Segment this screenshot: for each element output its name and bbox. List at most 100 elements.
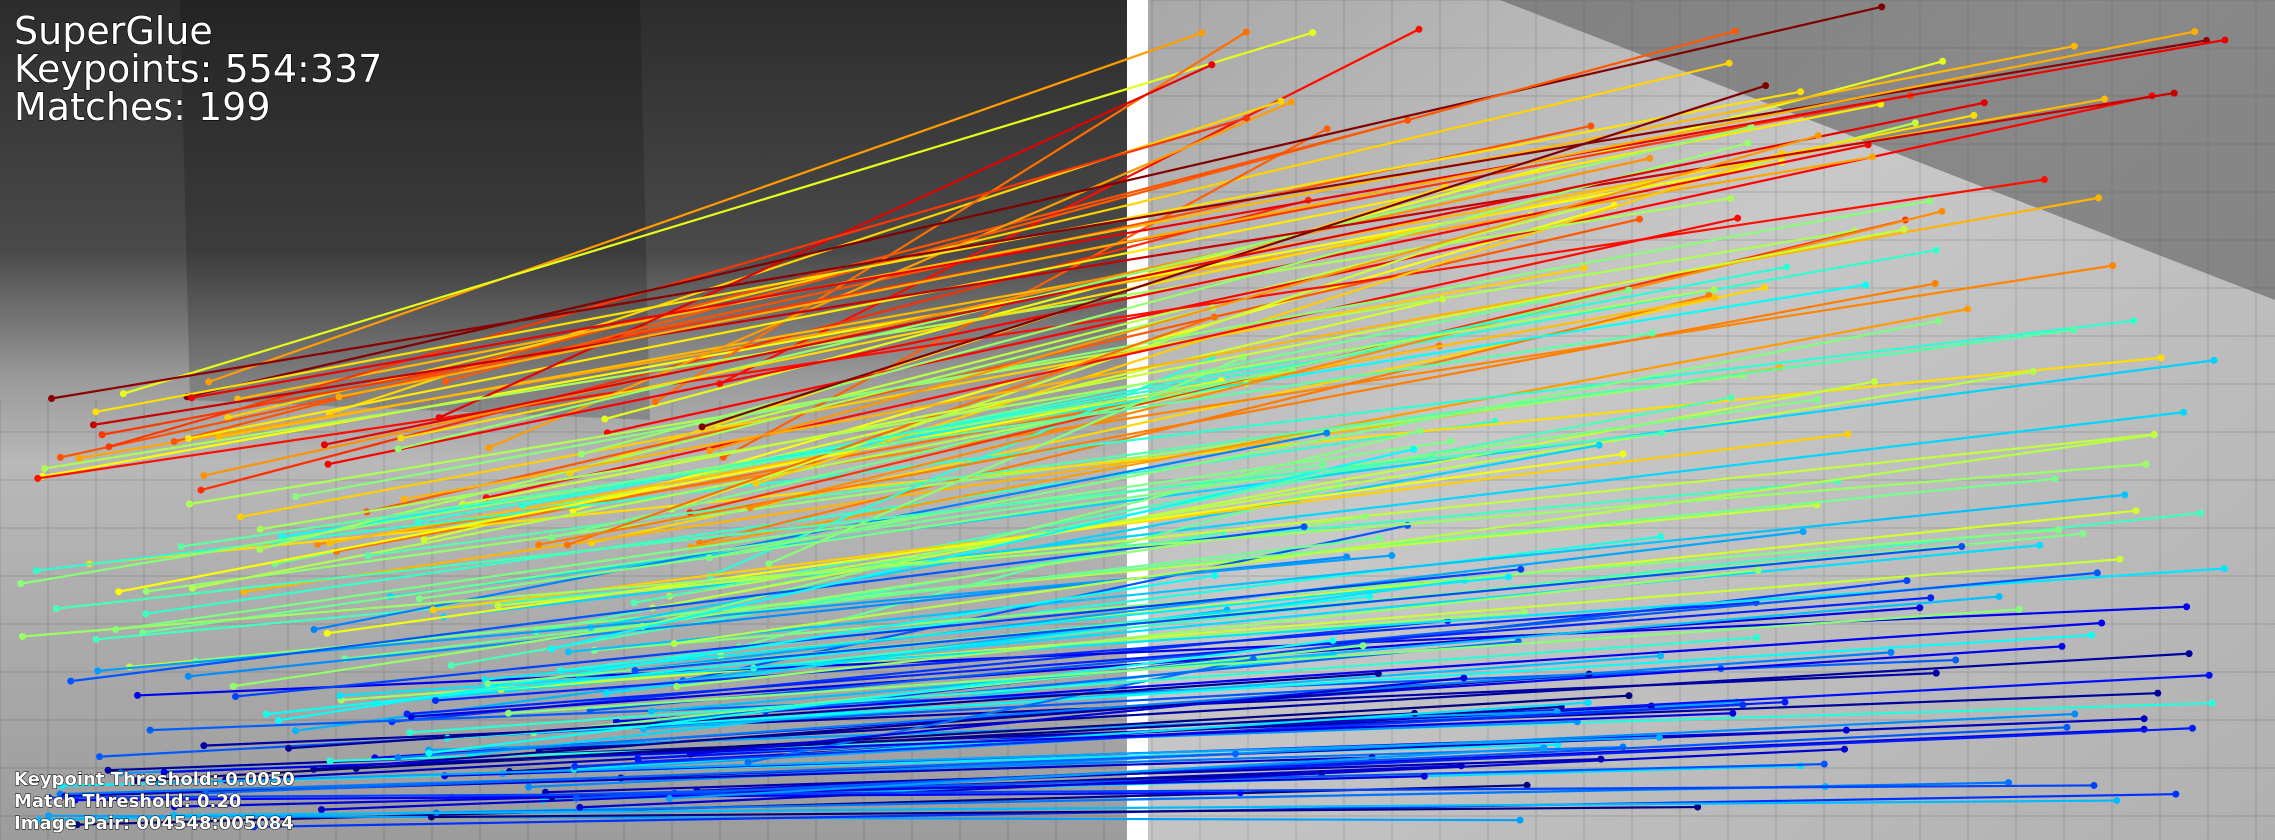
keypoint — [2211, 357, 2218, 364]
keypoint — [2171, 90, 2178, 97]
keypoint — [1362, 513, 1369, 520]
keypoint — [41, 465, 48, 472]
keypoint — [571, 763, 578, 770]
keypoint — [263, 711, 270, 718]
keypoint — [1329, 637, 1336, 644]
keypoint — [120, 390, 127, 397]
keypoint — [92, 408, 99, 415]
keypoint — [1301, 523, 1308, 530]
match-threshold: Match Threshold: 0.20 — [14, 791, 241, 812]
keypoint — [648, 708, 655, 715]
keypoint — [2189, 725, 2196, 732]
keypoint — [425, 750, 432, 757]
keypoint — [2063, 724, 2070, 731]
keypoint — [198, 487, 205, 494]
keypoint — [505, 710, 512, 717]
keypoint — [57, 454, 64, 461]
keypoint — [93, 636, 100, 643]
keypoint — [432, 697, 439, 704]
keypoint — [2154, 690, 2161, 697]
keypoint — [1821, 761, 1828, 768]
keypoint — [200, 742, 207, 749]
keypoint — [1587, 122, 1594, 129]
keypoint — [1878, 3, 1885, 10]
keypoint — [1211, 314, 1218, 321]
keypoint — [2151, 431, 2158, 438]
keypoint — [1933, 670, 1940, 677]
keypoint — [275, 717, 282, 724]
keypoint — [2055, 526, 2062, 533]
keypoint — [256, 546, 263, 553]
keypoint — [753, 480, 760, 487]
keypoint — [318, 806, 325, 813]
keypoint — [1916, 604, 1923, 611]
keypoint — [2095, 194, 2102, 201]
keypoint — [105, 443, 112, 450]
keypoint — [1448, 438, 1455, 445]
keypoint — [565, 648, 572, 655]
keypoint — [1844, 431, 1851, 438]
keypoint — [1656, 734, 1663, 741]
keypoint — [1208, 61, 1215, 68]
keypoint — [19, 633, 26, 640]
keypoint — [1198, 29, 1205, 36]
keypoint — [34, 475, 41, 482]
keypoint — [147, 727, 154, 734]
keypoint — [2071, 43, 2078, 50]
keypoint — [134, 692, 141, 699]
keypoint-threshold: Keypoint Threshold: 0.0050 — [14, 769, 295, 790]
keypoint — [1797, 88, 1804, 95]
keypoint — [1636, 216, 1643, 223]
keypoint — [706, 447, 713, 454]
keypoint — [1581, 265, 1588, 272]
keypoint — [1762, 82, 1769, 89]
keypoint — [2197, 510, 2204, 517]
keypoint — [2191, 28, 2198, 35]
keypoint — [2041, 176, 2048, 183]
keypoint — [1415, 26, 1422, 33]
keypoint — [324, 630, 331, 637]
keypoint — [1726, 60, 1733, 67]
keypoint — [1926, 197, 1933, 204]
keypoint — [230, 683, 237, 690]
keypoint — [33, 567, 40, 574]
keypoint — [1649, 330, 1656, 337]
keypoint — [292, 727, 299, 734]
keypoint — [1952, 657, 1959, 664]
keypoint — [2071, 711, 2078, 718]
keypoint — [2186, 650, 2193, 657]
keypoint — [96, 753, 103, 760]
keypoint — [548, 534, 555, 541]
keypoint — [237, 513, 244, 520]
keypoint — [2016, 606, 2023, 613]
keypoint — [2133, 507, 2140, 514]
keypoint — [326, 540, 333, 547]
keypoint — [67, 678, 74, 685]
keypoint — [2180, 409, 2187, 416]
keypoint — [2141, 715, 2148, 722]
keypoint — [232, 693, 239, 700]
keypoint — [2088, 632, 2095, 639]
keypoint — [285, 745, 292, 752]
keypoint — [1211, 572, 1218, 579]
keypoint — [139, 629, 146, 636]
keypoint — [186, 501, 193, 508]
keypoint — [699, 423, 706, 430]
keypoint — [1277, 98, 1284, 105]
keypoint — [485, 444, 492, 451]
keypoint — [666, 795, 673, 802]
keypoint — [1732, 28, 1739, 35]
keypoint — [1815, 132, 1822, 139]
keypoint — [430, 606, 437, 613]
keypoint — [525, 784, 532, 791]
keypoint — [1900, 226, 1907, 233]
keypoint — [2209, 700, 2216, 707]
keypoint — [687, 751, 694, 758]
keypoint — [364, 552, 371, 559]
keypoint — [1375, 670, 1382, 677]
keypoint — [1320, 461, 1327, 468]
keypoint — [1761, 284, 1768, 291]
keypoint — [171, 438, 178, 445]
keypoint — [442, 378, 449, 385]
keypoint — [76, 455, 83, 462]
